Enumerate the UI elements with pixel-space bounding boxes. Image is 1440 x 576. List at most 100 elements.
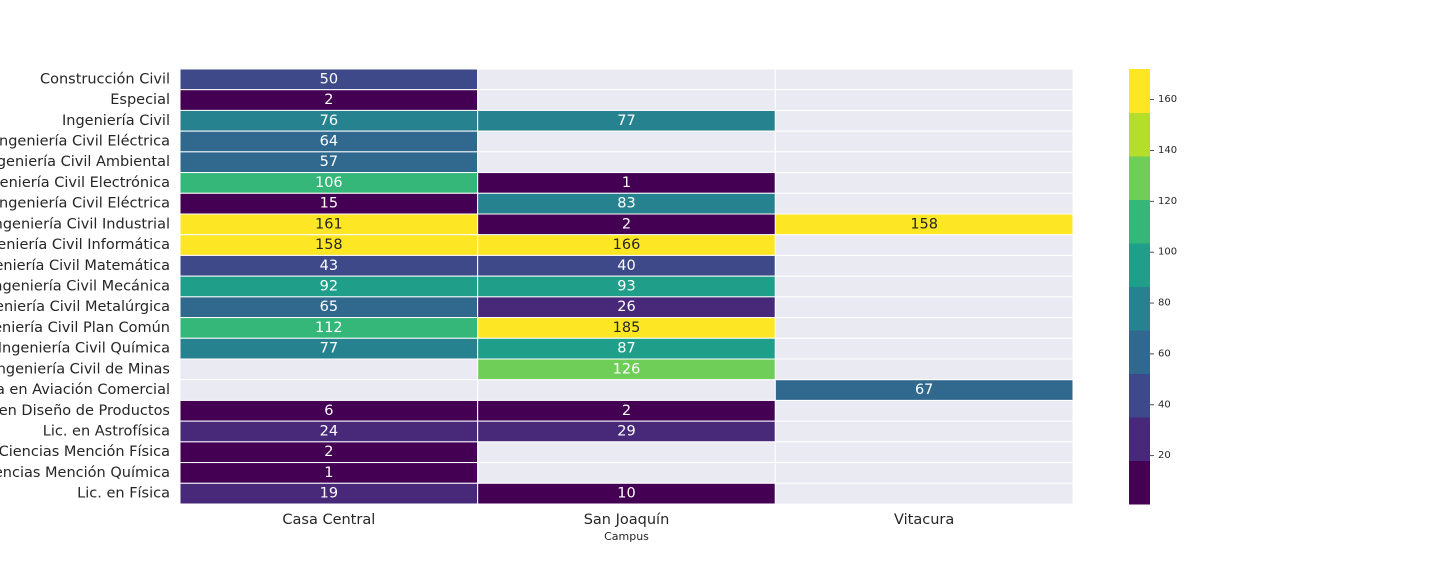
heatmap-cell	[179, 358, 479, 381]
cell-value-label: 106	[315, 175, 343, 191]
heatmap-cell	[179, 379, 479, 401]
heatmap-cell	[774, 275, 1074, 298]
row-label: Ingeniería Civil Eléctrica	[0, 196, 170, 212]
cell-value-label: 77	[320, 341, 338, 357]
cell-value-label: 50	[320, 71, 338, 87]
row-label: Ingeniería en Aviación Comercial	[0, 382, 170, 398]
row-label: Ingeniería en Diseño de Productos	[0, 403, 170, 419]
colorbar-segment	[1129, 243, 1150, 287]
row-label: Lic. en Astrofísica	[43, 424, 170, 440]
heatmap-cell	[774, 296, 1074, 319]
heatmap-cell	[477, 151, 776, 174]
cell-value-label: 65	[320, 299, 338, 315]
heatmap-cell	[774, 420, 1074, 443]
heatmap-cell	[774, 482, 1074, 505]
cell-value-label: 29	[617, 424, 635, 440]
heatmap-cell	[774, 68, 1074, 91]
row-label: Ingeniería Civil Plan Común	[0, 320, 170, 336]
cell-value-label: 2	[622, 403, 631, 419]
cell-value-label: 158	[910, 216, 938, 232]
row-label: Ingeniería Civil Metalúrgica	[0, 299, 170, 315]
colorbar-segment	[1129, 199, 1150, 244]
heatmap-cell	[774, 109, 1074, 132]
row-label: Ingeniería Civil Eléctrica	[0, 134, 170, 150]
row-label: Especial	[110, 92, 170, 108]
cell-value-label: 6	[324, 403, 333, 419]
heatmap-cell	[477, 462, 776, 484]
row-label: Ingeniería Civil Química	[0, 341, 170, 357]
cell-value-label: 57	[320, 154, 338, 170]
row-label: Ingeniería Civil	[62, 113, 170, 129]
heatmap-cell	[774, 337, 1074, 360]
colorbar-tick-label: 160	[1158, 94, 1177, 105]
cell-value-label: 161	[315, 216, 343, 232]
cell-value-label: 87	[617, 341, 635, 357]
row-label: Construcción Civil	[40, 71, 170, 87]
row-label: Ingeniería Civil Ambiental	[0, 154, 170, 170]
heatmap-cell	[774, 317, 1074, 339]
cell-value-label: 10	[617, 486, 635, 502]
column-label: Casa Central	[282, 512, 375, 528]
colorbar: 20 40 60 80 100 120 140 160	[1129, 69, 1177, 505]
cell-value-label: 76	[320, 113, 338, 129]
row-label: Ingeniería Civil Matemática	[0, 258, 170, 274]
column-label: San Joaquín	[584, 512, 670, 528]
cell-value-label: 1	[324, 465, 333, 481]
heatmap-cell	[774, 441, 1074, 464]
row-label: Ingeniería Civil Industrial	[0, 216, 170, 232]
column-labels: Casa Central San Joaquín Vitacura	[282, 512, 954, 528]
heatmap-cell	[774, 89, 1074, 111]
cell-value-label: 40	[617, 258, 635, 274]
heatmap-cell	[477, 130, 776, 153]
cell-value-label: 2	[324, 444, 333, 460]
heatmap-cell	[774, 130, 1074, 153]
cell-value-label: 19	[320, 486, 338, 502]
heatmap-cell	[774, 462, 1074, 484]
colorbar-segment	[1129, 69, 1150, 113]
colorbar-tick-label: 20	[1158, 450, 1171, 461]
heatmap-cell	[774, 172, 1074, 194]
row-label: Ingeniería Civil Informática	[0, 237, 170, 253]
cell-value-label: 158	[315, 237, 343, 253]
cell-value-label: 92	[320, 279, 338, 295]
row-label: Ingeniería Civil Mecánica	[0, 279, 170, 295]
colorbar-tick-label: 100	[1158, 247, 1177, 258]
heatmap-cell	[774, 192, 1074, 215]
cell-value-label: 2	[324, 92, 333, 108]
row-label: Lic. en Ciencias Mención Física	[0, 444, 170, 460]
row-label: Lic. en Física	[77, 486, 170, 502]
cell-value-label: 2	[622, 216, 631, 232]
heatmap-cell	[774, 234, 1074, 256]
row-label: Ingeniería Civil Electrónica	[0, 175, 170, 191]
colorbar-tick-label: 60	[1158, 348, 1171, 359]
heatmap-cell	[477, 441, 776, 464]
heatmap-cell	[774, 358, 1074, 381]
cell-value-label: 15	[320, 196, 338, 212]
cell-value-label: 83	[617, 196, 635, 212]
heatmap-cell	[774, 254, 1074, 277]
cell-value-label: 67	[915, 382, 933, 398]
colorbar-segment	[1129, 330, 1150, 374]
colorbar-segment	[1129, 417, 1150, 461]
cell-value-label: 126	[613, 361, 641, 377]
cell-value-label: 26	[617, 299, 635, 315]
heatmap-cell	[774, 151, 1074, 174]
cell-value-label: 77	[617, 113, 635, 129]
heatmap-cell	[477, 379, 776, 401]
colorbar-tick-label: 40	[1158, 399, 1171, 410]
cell-value-label: 112	[315, 320, 343, 336]
colorbar-tick-label: 140	[1158, 145, 1177, 156]
heatmap-cell	[774, 399, 1074, 422]
cell-value-label: 185	[613, 320, 641, 336]
x-axis-title: Campus	[604, 530, 649, 543]
cell-value-label: 43	[320, 258, 338, 274]
column-label: Vitacura	[894, 512, 954, 528]
cell-value-label: 1	[622, 175, 631, 191]
row-labels: Construcción Civil Especial Ingeniería Civ…	[0, 71, 170, 501]
row-label: Lic. en Ciencias Mención Química	[0, 465, 170, 481]
cell-value-label: 166	[613, 237, 641, 253]
cell-value-label: 93	[617, 279, 635, 295]
